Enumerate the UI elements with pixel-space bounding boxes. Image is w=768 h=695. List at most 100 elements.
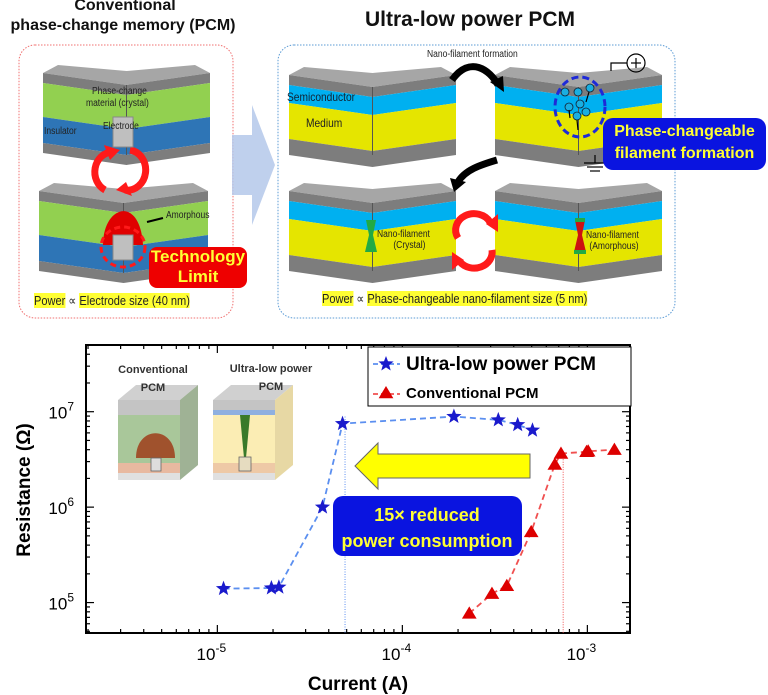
data-point-triangle bbox=[553, 446, 569, 459]
data-point-triangle bbox=[547, 457, 563, 470]
data-point-star bbox=[446, 408, 462, 423]
inset-ultra-label-2: PCM bbox=[259, 381, 283, 393]
reduction-callout-line2: power consumption bbox=[342, 531, 513, 551]
data-point-star bbox=[263, 580, 279, 595]
nano-filament-crystal bbox=[365, 220, 377, 252]
filament-formation-callout: Phase-changeable filament formation bbox=[603, 118, 766, 170]
technology-limit-line2: Limit bbox=[177, 267, 219, 286]
switching-arrowhead-icon bbox=[452, 252, 464, 270]
x-tick-label: 10-3 bbox=[567, 641, 597, 664]
switching-arrowhead-icon bbox=[486, 214, 498, 232]
cycle-arrowhead-icon bbox=[116, 182, 132, 196]
ultra-cell-initial bbox=[289, 67, 456, 167]
inset-ultra-low-power-cell bbox=[213, 385, 293, 480]
technology-limit-line1: Technology bbox=[150, 247, 246, 266]
data-point-star bbox=[490, 411, 506, 427]
data-point-star bbox=[510, 416, 526, 432]
data-point-triangle bbox=[484, 586, 500, 599]
data-point-star bbox=[524, 422, 541, 437]
amorphous-line2: (Amorphous) bbox=[589, 241, 639, 252]
crystal-line1: Nano-filament bbox=[377, 229, 430, 240]
electrode-bottom bbox=[112, 234, 134, 261]
left-title-line2: phase-change memory (PCM) bbox=[10, 17, 236, 34]
left-title-line1: Conventional bbox=[74, 0, 176, 14]
return-arrow-icon bbox=[454, 156, 498, 184]
diagram-canvas bbox=[18, 44, 676, 319]
legend-marker-star bbox=[378, 356, 394, 371]
series-line bbox=[468, 448, 615, 615]
label-amorphous: Amorphous bbox=[166, 210, 210, 221]
label-amorphous-filament: Nano-filament (Amorphous) bbox=[586, 230, 639, 252]
return-arrowhead-icon bbox=[450, 178, 466, 192]
data-point-triangle bbox=[580, 444, 596, 457]
ultra-cell-crystal bbox=[289, 183, 456, 283]
data-point-star bbox=[215, 580, 232, 596]
switching-cycle-icon bbox=[452, 210, 496, 272]
callout-line2: filament formation bbox=[614, 145, 755, 162]
cycle-arrowhead-icon bbox=[104, 145, 120, 160]
reduction-callout bbox=[333, 496, 522, 556]
label-phase-change: Phase-change bbox=[92, 86, 147, 97]
formation-arrowhead-icon bbox=[490, 76, 504, 92]
reduction-arrow-icon bbox=[354, 441, 531, 491]
power-text: Phase-changeable nano-filament size (5 n… bbox=[367, 291, 588, 306]
data-point-triangle bbox=[499, 578, 515, 592]
legend-marker-triangle bbox=[378, 386, 394, 399]
ground-icon bbox=[584, 155, 606, 172]
transition-arrow bbox=[232, 105, 275, 225]
series-conventional bbox=[461, 442, 622, 633]
right-power-relation: Power ∝ Phase-changeable nano-filament s… bbox=[322, 291, 588, 307]
label-electrode: Electrode bbox=[103, 121, 139, 132]
label-semiconductor: Semiconductor bbox=[287, 90, 356, 104]
ion-drift-arrows-icon bbox=[568, 91, 590, 131]
data-point-star bbox=[334, 415, 351, 431]
power-word: Power bbox=[322, 291, 354, 306]
inset-conventional-label-1: Conventional bbox=[118, 364, 188, 376]
x-axis-label: Current (A) bbox=[308, 674, 408, 695]
y-tick-label: 106 bbox=[48, 495, 74, 518]
x-tick-label: 10-4 bbox=[382, 641, 412, 664]
legend bbox=[367, 346, 632, 407]
chart: 10-5 10-4 10-3 105 106 107 Conventional PCM U… bbox=[14, 344, 632, 695]
x-tick-label: 10-5 bbox=[197, 641, 227, 664]
label-insulator: Insulator bbox=[44, 126, 77, 137]
amorphous-line1: Nano-filament bbox=[586, 230, 639, 241]
data-point-triangle bbox=[461, 606, 477, 619]
positive-terminal-icon bbox=[610, 53, 646, 73]
ultra-cell-amorphous bbox=[495, 183, 662, 283]
ion-icons bbox=[560, 83, 595, 121]
label-medium: Medium bbox=[306, 116, 343, 130]
data-point-star bbox=[271, 579, 287, 594]
legend-label-conventional: Conventional PCM bbox=[406, 385, 539, 402]
y-tick-label: 105 bbox=[48, 591, 74, 614]
nano-filament-amorphous bbox=[574, 220, 586, 252]
y-tick-label: 107 bbox=[48, 400, 74, 423]
power-text: Electrode size (40 nm) bbox=[79, 293, 190, 308]
proportional-symbol: ∝ bbox=[356, 291, 365, 306]
inset-conventional-cell bbox=[118, 385, 198, 480]
electrode bbox=[112, 116, 134, 148]
right-panel-frame bbox=[277, 44, 676, 319]
amorphous-pointer-icon bbox=[146, 217, 164, 223]
label-crystal-filament: Nano-filament (Crystal) bbox=[377, 229, 430, 251]
filament-formation-circle bbox=[553, 75, 607, 139]
filament-cap bbox=[575, 218, 585, 222]
filament-base bbox=[574, 250, 586, 254]
data-point-triangle bbox=[607, 442, 622, 455]
limit-circle bbox=[99, 225, 147, 269]
right-title: Ultra-low power PCM bbox=[364, 8, 575, 31]
left-power-relation: Power ∝ Electrode size (40 nm) bbox=[34, 293, 190, 309]
technology-limit-badge: Technology Limit bbox=[149, 247, 247, 288]
data-point-triangle bbox=[523, 524, 539, 538]
label-material: material (crystal) bbox=[86, 98, 149, 109]
data-point-star bbox=[314, 499, 331, 514]
crystal-line2: (Crystal) bbox=[393, 240, 426, 251]
cycle-arrows-icon bbox=[91, 146, 150, 194]
proportional-symbol: ∝ bbox=[68, 293, 77, 308]
callout-line1: Phase-changeable bbox=[614, 123, 755, 140]
y-axis-label: Resistance (Ω) bbox=[14, 423, 35, 557]
power-word: Power bbox=[34, 293, 66, 308]
conventional-cell-crystal bbox=[43, 65, 210, 165]
label-nano-filament-formation: Nano-filament formation bbox=[427, 49, 518, 60]
inset-conventional-label-2: PCM bbox=[141, 382, 165, 394]
